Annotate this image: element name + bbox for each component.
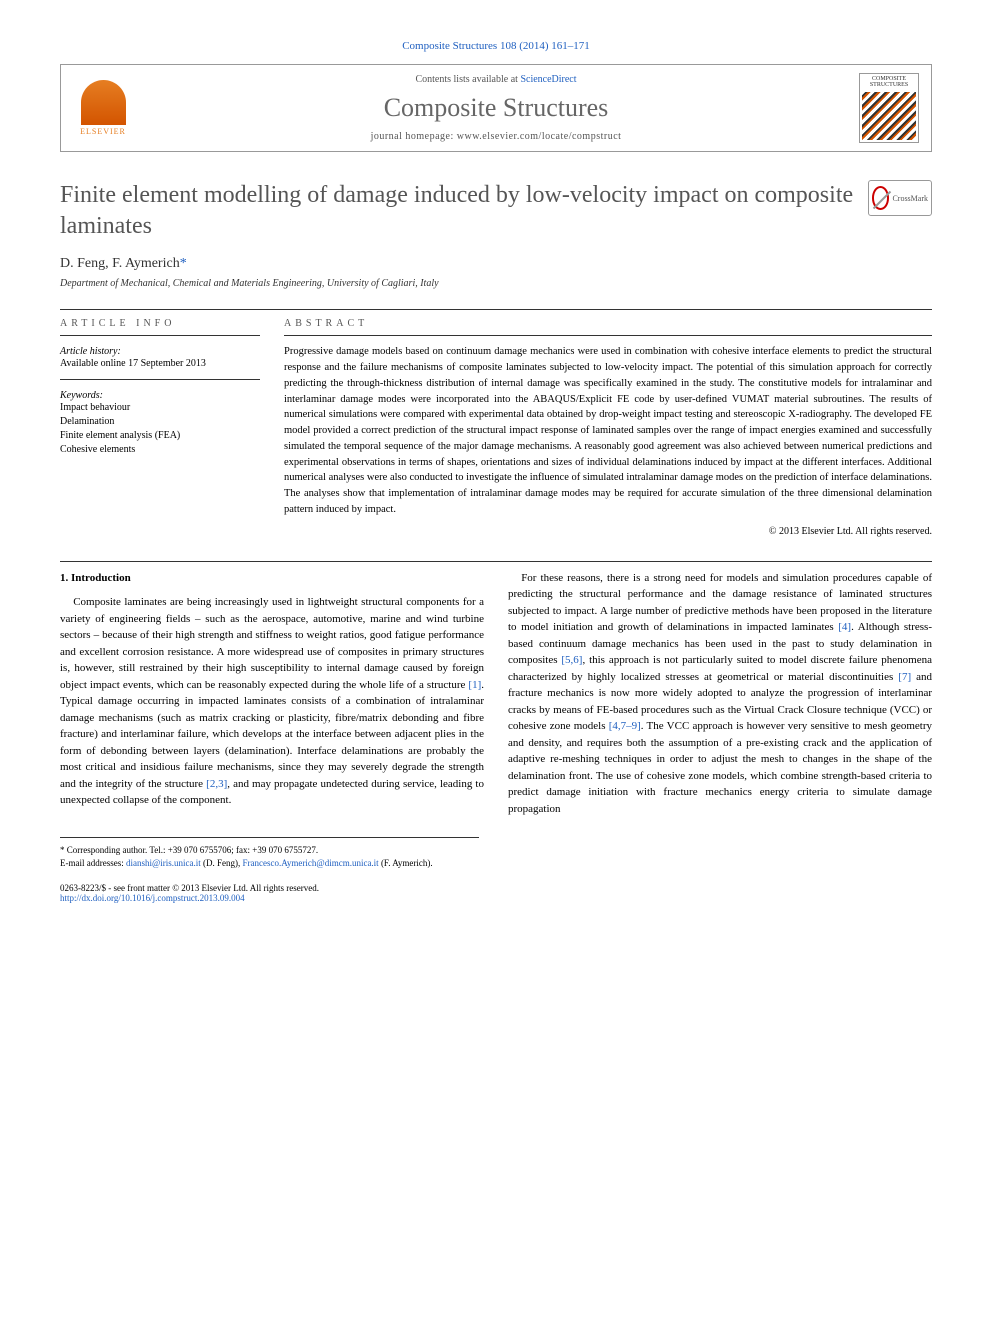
- section-heading: 1. Introduction: [60, 570, 484, 587]
- sciencedirect-link[interactable]: ScienceDirect: [520, 74, 576, 85]
- body-paragraph: For these reasons, there is a strong nee…: [508, 570, 932, 818]
- citation-ref[interactable]: [4,7–9]: [609, 720, 641, 732]
- journal-homepage-line: journal homepage: www.elsevier.com/locat…: [145, 131, 847, 142]
- doi-link[interactable]: http://dx.doi.org/10.1016/j.compstruct.2…: [60, 893, 245, 903]
- journal-name: Composite Structures: [145, 93, 847, 123]
- divider: [60, 309, 932, 310]
- keyword-item: Finite element analysis (FEA): [60, 429, 260, 443]
- body-paragraph: Composite laminates are being increasing…: [60, 594, 484, 809]
- journal-header-bar: ELSEVIER Contents lists available at Sci…: [60, 64, 932, 152]
- email-link[interactable]: dianshi@iris.unica.it: [126, 858, 201, 868]
- keyword-item: Cohesive elements: [60, 443, 260, 457]
- journal-title-block: Contents lists available at ScienceDirec…: [145, 74, 847, 142]
- elsevier-logo: ELSEVIER: [73, 73, 133, 143]
- abstract-copyright: © 2013 Elsevier Ltd. All rights reserved…: [284, 526, 932, 537]
- corresponding-author-note: * Corresponding author. Tel.: +39 070 67…: [60, 844, 479, 857]
- citation-ref[interactable]: [4]: [838, 621, 851, 633]
- affiliation: Department of Mechanical, Chemical and M…: [60, 278, 932, 289]
- corresponding-marker: *: [180, 256, 187, 271]
- citation-ref[interactable]: [5,6]: [561, 654, 582, 666]
- history-label: Article history:: [60, 346, 260, 357]
- divider: [60, 561, 932, 562]
- abstract-heading: ABSTRACT: [284, 318, 932, 336]
- authors-line: D. Feng, F. Aymerich*: [60, 256, 932, 272]
- citation-ref[interactable]: [7]: [898, 671, 911, 683]
- journal-cover-thumbnail: COMPOSITE STRUCTURES: [859, 73, 919, 143]
- keywords-label: Keywords:: [60, 390, 260, 401]
- keyword-item: Impact behaviour: [60, 401, 260, 415]
- issn-line: 0263-8223/$ - see front matter © 2013 El…: [60, 883, 319, 893]
- email-addresses-line: E-mail addresses: dianshi@iris.unica.it …: [60, 857, 479, 870]
- contents-available-line: Contents lists available at ScienceDirec…: [145, 74, 847, 85]
- header-citation: Composite Structures 108 (2014) 161–171: [60, 40, 932, 52]
- article-info-heading: ARTICLE INFO: [60, 318, 260, 336]
- page-footer-bar: 0263-8223/$ - see front matter © 2013 El…: [60, 883, 932, 903]
- footnotes: * Corresponding author. Tel.: +39 070 67…: [60, 837, 479, 869]
- email-link[interactable]: Francesco.Aymerich@dimcm.unica.it: [243, 858, 379, 868]
- article-info-block: ARTICLE INFO Article history: Available …: [60, 318, 260, 536]
- citation-ref[interactable]: [2,3]: [206, 778, 227, 790]
- history-text: Available online 17 September 2013: [60, 357, 260, 371]
- article-body: 1. Introduction Composite laminates are …: [60, 570, 932, 818]
- abstract-block: ABSTRACT Progressive damage models based…: [284, 318, 932, 536]
- keyword-item: Delamination: [60, 415, 260, 429]
- citation-ref[interactable]: [1]: [468, 679, 481, 691]
- crossmark-icon: [872, 186, 889, 210]
- crossmark-badge[interactable]: CrossMark: [868, 180, 932, 216]
- article-title: Finite element modelling of damage induc…: [60, 180, 932, 242]
- abstract-text: Progressive damage models based on conti…: [284, 344, 932, 517]
